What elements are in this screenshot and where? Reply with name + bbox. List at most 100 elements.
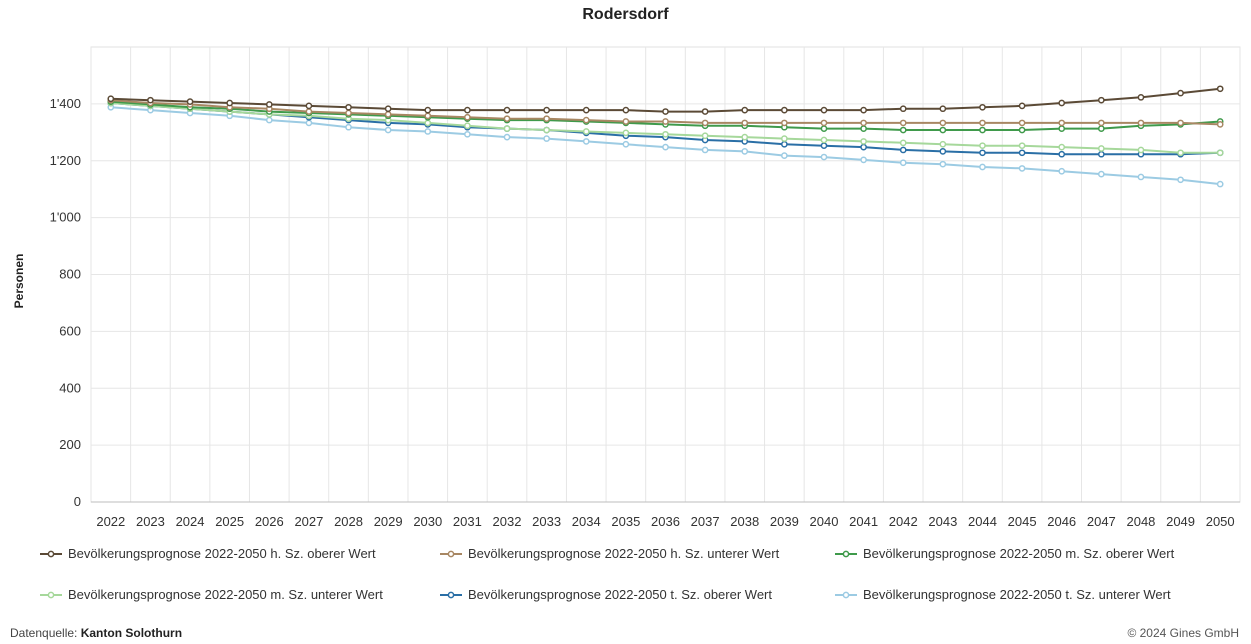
legend-item[interactable]: Bevölkerungsprognose 2022-2050 t. Sz. ob…: [440, 587, 772, 602]
data-point[interactable]: [1058, 150, 1066, 158]
data-point[interactable]: [820, 125, 828, 132]
legend-item[interactable]: Bevölkerungsprognose 2022-2050 m. Sz. ob…: [835, 546, 1174, 561]
data-point[interactable]: [1137, 93, 1145, 101]
data-point[interactable]: [384, 105, 392, 113]
data-point[interactable]: [701, 146, 709, 154]
data-point[interactable]: [1058, 167, 1066, 175]
data-point[interactable]: [1097, 145, 1105, 152]
data-point[interactable]: [1097, 150, 1105, 158]
data-point[interactable]: [1137, 173, 1145, 181]
legend-item[interactable]: Bevölkerungsprognose 2022-2050 m. Sz. un…: [40, 587, 383, 602]
data-point[interactable]: [107, 95, 115, 103]
data-point[interactable]: [305, 119, 313, 127]
data-point[interactable]: [622, 106, 630, 114]
data-point[interactable]: [622, 118, 630, 125]
data-point[interactable]: [265, 101, 273, 108]
data-point[interactable]: [979, 119, 986, 127]
data-point[interactable]: [226, 99, 234, 107]
data-point[interactable]: [741, 148, 749, 155]
data-point[interactable]: [979, 142, 986, 150]
data-point[interactable]: [1097, 119, 1105, 127]
data-point[interactable]: [384, 126, 392, 134]
data-point[interactable]: [1177, 176, 1184, 184]
data-point[interactable]: [345, 103, 352, 111]
data-point[interactable]: [582, 138, 590, 145]
data-point[interactable]: [305, 102, 313, 110]
data-point[interactable]: [820, 153, 828, 161]
data-point[interactable]: [939, 105, 947, 113]
data-point[interactable]: [820, 119, 828, 127]
data-point[interactable]: [979, 149, 986, 157]
data-point[interactable]: [781, 106, 788, 114]
data-point[interactable]: [1177, 149, 1184, 157]
data-point[interactable]: [1097, 96, 1105, 104]
data-point[interactable]: [741, 106, 749, 114]
data-point[interactable]: [860, 119, 867, 127]
data-point[interactable]: [1058, 119, 1066, 127]
data-point[interactable]: [464, 113, 471, 121]
data-point[interactable]: [1216, 121, 1224, 128]
data-point[interactable]: [939, 126, 947, 134]
data-point[interactable]: [860, 156, 867, 164]
data-point[interactable]: [781, 152, 788, 159]
data-point[interactable]: [939, 148, 947, 155]
data-point[interactable]: [1018, 165, 1026, 172]
data-point[interactable]: [345, 123, 352, 131]
data-point[interactable]: [582, 128, 590, 135]
data-point[interactable]: [424, 128, 432, 135]
data-point[interactable]: [939, 160, 947, 168]
data-point[interactable]: [899, 146, 907, 154]
data-point[interactable]: [939, 140, 947, 148]
data-point[interactable]: [265, 116, 273, 124]
data-point[interactable]: [1058, 125, 1066, 132]
legend-item[interactable]: Bevölkerungsprognose 2022-2050 t. Sz. un…: [835, 587, 1171, 602]
data-point[interactable]: [464, 130, 471, 138]
data-point[interactable]: [543, 106, 550, 114]
data-point[interactable]: [1097, 170, 1105, 178]
data-point[interactable]: [1097, 125, 1105, 132]
data-point[interactable]: [820, 106, 828, 114]
data-point[interactable]: [781, 119, 788, 127]
data-point[interactable]: [662, 143, 669, 151]
legend-item[interactable]: Bevölkerungsprognose 2022-2050 h. Sz. un…: [440, 546, 779, 561]
data-point[interactable]: [701, 119, 709, 127]
data-point[interactable]: [384, 111, 392, 118]
data-point[interactable]: [899, 159, 907, 167]
data-point[interactable]: [820, 142, 828, 150]
data-point[interactable]: [1018, 119, 1026, 127]
data-point[interactable]: [1216, 85, 1224, 93]
data-point[interactable]: [582, 106, 590, 114]
data-point[interactable]: [1216, 180, 1224, 188]
data-point[interactable]: [1137, 119, 1145, 127]
data-point[interactable]: [1058, 143, 1066, 151]
data-point[interactable]: [503, 133, 511, 141]
data-point[interactable]: [1018, 102, 1026, 110]
data-point[interactable]: [503, 106, 511, 114]
data-point[interactable]: [701, 132, 709, 140]
data-point[interactable]: [741, 133, 749, 141]
data-point[interactable]: [1018, 142, 1026, 150]
data-point[interactable]: [186, 98, 194, 105]
data-point[interactable]: [1018, 149, 1026, 157]
data-point[interactable]: [860, 125, 867, 132]
data-point[interactable]: [860, 106, 867, 114]
data-point[interactable]: [662, 130, 669, 138]
data-point[interactable]: [543, 126, 550, 134]
data-point[interactable]: [503, 115, 511, 123]
data-point[interactable]: [1018, 126, 1026, 134]
data-point[interactable]: [622, 140, 630, 148]
data-point[interactable]: [503, 125, 511, 132]
data-point[interactable]: [424, 106, 432, 114]
data-point[interactable]: [781, 135, 788, 142]
data-point[interactable]: [147, 96, 154, 104]
data-point[interactable]: [979, 103, 986, 111]
data-point[interactable]: [979, 163, 986, 171]
data-point[interactable]: [860, 138, 867, 145]
data-point[interactable]: [899, 105, 907, 113]
data-point[interactable]: [424, 119, 432, 127]
data-point[interactable]: [979, 126, 986, 134]
data-point[interactable]: [1137, 146, 1145, 154]
data-point[interactable]: [1177, 89, 1184, 97]
data-point[interactable]: [622, 129, 630, 137]
data-point[interactable]: [464, 122, 471, 130]
